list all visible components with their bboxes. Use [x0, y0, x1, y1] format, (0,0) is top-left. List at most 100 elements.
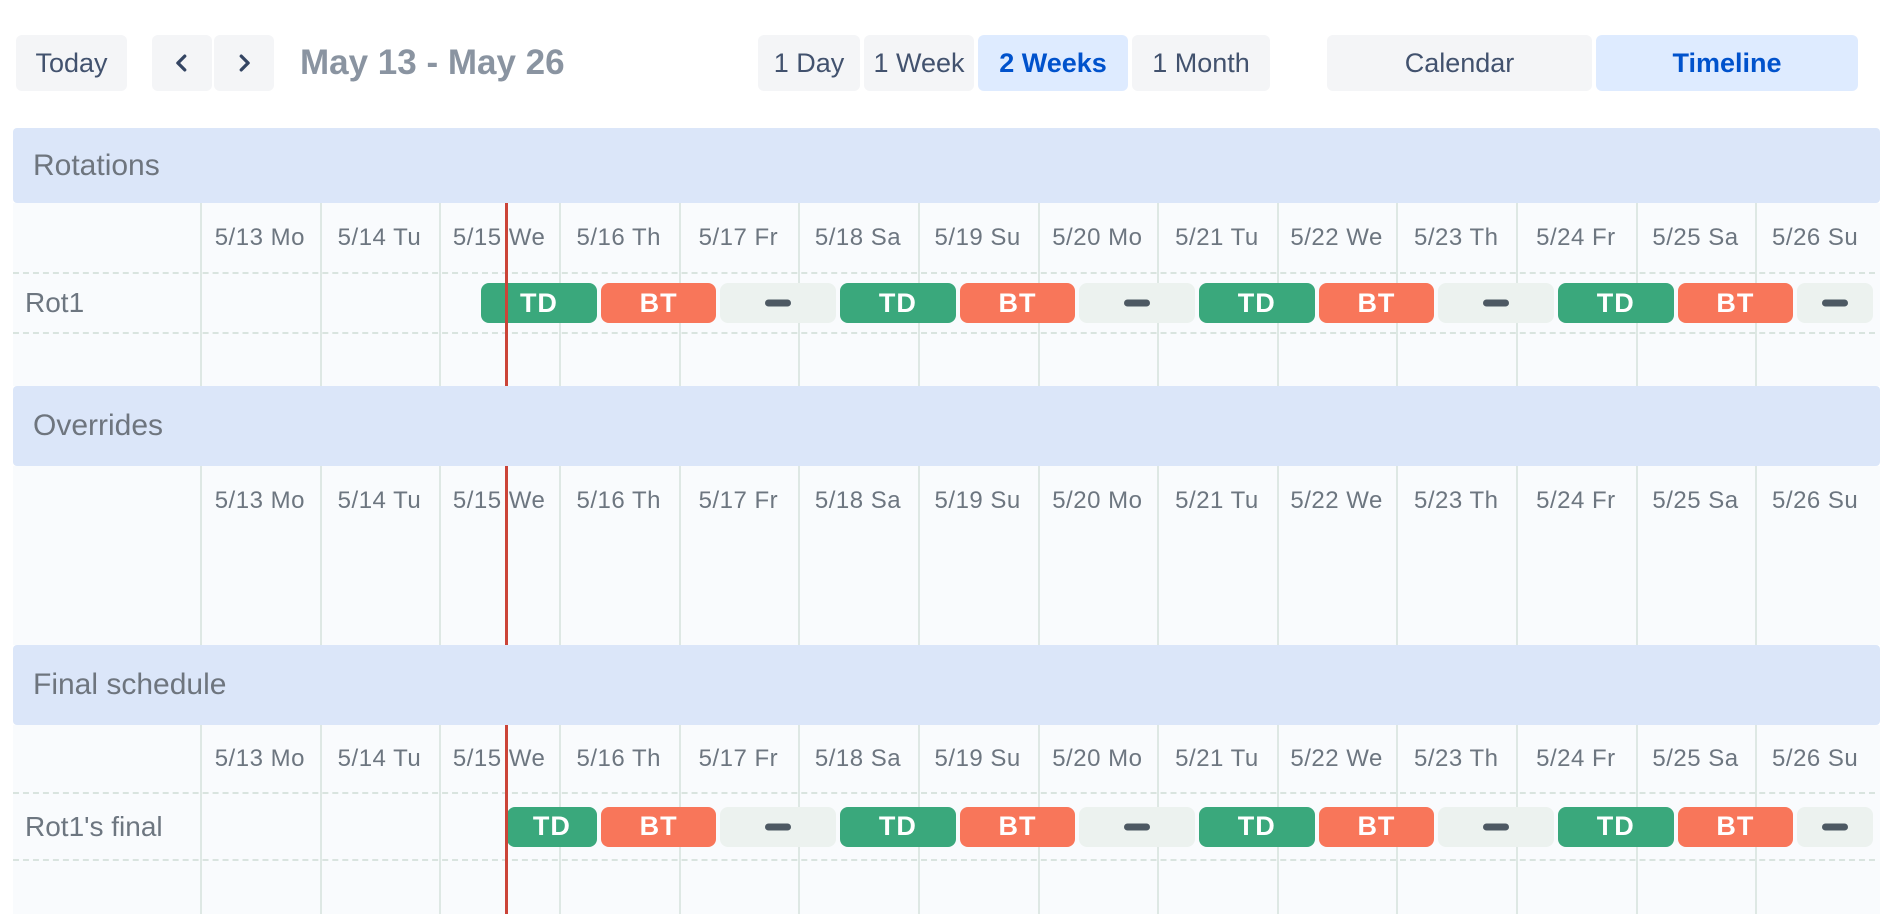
date-cell-5-22-we: 5/22 We	[1290, 224, 1383, 251]
grid-line	[1037, 466, 1040, 645]
date-cell-5-15-we: 5/15 We	[452, 224, 546, 251]
date-cell-5-15-we: 5/15 We	[452, 487, 546, 514]
view-switcher: 1 Day 1 Week 2 Weeks 1 Month	[758, 35, 1270, 91]
date-cell-5-21-tu: 5/21 Tu	[1175, 224, 1259, 251]
grid-line	[558, 466, 561, 645]
gap-track	[1438, 806, 1554, 847]
date-cell-5-19-su: 5/19 Su	[934, 487, 1021, 514]
grid-line	[1516, 466, 1519, 645]
section-header-rotations: Rotations	[13, 128, 1880, 203]
date-cell-5-23-th: 5/23 Th	[1414, 745, 1499, 772]
date-cell-5-26-su: 5/26 Su	[1772, 487, 1859, 514]
date-cell-5-26-su: 5/26 Su	[1772, 745, 1859, 772]
shift-bar-bt[interactable]: BT	[1318, 806, 1435, 847]
grid-line	[200, 203, 202, 386]
grid-line	[1276, 466, 1279, 645]
section-title: Final schedule	[33, 668, 227, 701]
date-cell-5-16-th: 5/16 Th	[576, 745, 661, 772]
date-cell-5-16-th: 5/16 Th	[576, 487, 661, 514]
prev-button[interactable]	[152, 35, 212, 91]
shift-bar-td[interactable]: TD	[1557, 283, 1674, 323]
gap-track	[1797, 283, 1873, 323]
shift-bar-bt[interactable]: BT	[1677, 806, 1794, 847]
date-cell-5-23-th: 5/23 Th	[1414, 224, 1499, 251]
gap-dash-icon	[1483, 823, 1510, 830]
view-option-1-day[interactable]: 1 Day	[758, 35, 860, 91]
date-cell-5-20-mo: 5/20 Mo	[1052, 224, 1143, 251]
shift-bar-bt[interactable]: BT	[959, 806, 1076, 847]
shift-bar-bt[interactable]: BT	[959, 283, 1076, 323]
date-cell-5-25-sa: 5/25 Sa	[1652, 487, 1739, 514]
date-cell-5-24-fr: 5/24 Fr	[1536, 745, 1616, 772]
section-header-final-schedule: Final schedule	[13, 645, 1880, 725]
date-cell-5-14-tu: 5/14 Tu	[337, 745, 422, 772]
grid-line	[439, 725, 442, 914]
shift-bar-td[interactable]: TD	[481, 283, 597, 323]
date-cell-5-21-tu: 5/21 Tu	[1175, 487, 1259, 514]
date-cell-5-13-mo: 5/13 Mo	[214, 224, 305, 251]
date-cell-5-13-mo: 5/13 Mo	[214, 745, 305, 772]
grid-line	[1157, 466, 1160, 645]
row-divider	[13, 792, 1875, 794]
now-indicator-line	[505, 725, 509, 914]
row-divider	[13, 859, 1875, 861]
shift-bar-bt[interactable]: BT	[600, 806, 717, 847]
grid-line	[319, 466, 322, 645]
row-divider	[13, 332, 1875, 334]
grid-line	[917, 466, 920, 645]
date-cell-5-18-sa: 5/18 Sa	[814, 224, 902, 251]
date-cell-5-17-fr: 5/17 Fr	[698, 745, 779, 772]
gap-dash-icon	[1124, 823, 1151, 830]
view-option-1-week[interactable]: 1 Week	[864, 35, 974, 91]
next-button[interactable]	[214, 35, 274, 91]
shift-bar-td[interactable]: TD	[1198, 283, 1315, 323]
mode-switcher: Calendar Timeline	[1327, 35, 1858, 91]
gap-dash-icon	[1822, 823, 1849, 830]
grid-line	[319, 203, 322, 386]
date-cell-5-18-sa: 5/18 Sa	[814, 487, 902, 514]
grid-line	[1755, 466, 1758, 645]
gap-dash-icon	[1124, 299, 1151, 307]
date-cell-5-23-th: 5/23 Th	[1414, 487, 1499, 514]
gap-track	[720, 283, 837, 323]
date-cell-5-14-tu: 5/14 Tu	[337, 224, 422, 251]
row-label-rot1: Rot1	[25, 287, 85, 318]
mode-option-calendar[interactable]: Calendar	[1327, 35, 1592, 91]
shift-bar-td[interactable]: TD	[840, 283, 956, 323]
date-cell-5-20-mo: 5/20 Mo	[1052, 487, 1143, 514]
grid-line	[678, 466, 681, 645]
row-label-rot1-s-final: Rot1's final	[25, 810, 163, 842]
shift-bar-bt[interactable]: BT	[1677, 283, 1794, 323]
shift-bar-td[interactable]: TD	[1557, 806, 1674, 847]
section-header-overrides: Overrides	[13, 386, 1880, 466]
row-divider	[13, 272, 1875, 274]
date-cell-5-24-fr: 5/24 Fr	[1536, 224, 1616, 251]
gap-track	[1438, 283, 1554, 323]
view-option-1-month[interactable]: 1 Month	[1132, 35, 1270, 91]
gap-dash-icon	[765, 823, 792, 830]
date-cell-5-24-fr: 5/24 Fr	[1536, 487, 1616, 514]
gap-dash-icon	[765, 299, 792, 307]
gap-track	[1079, 283, 1195, 323]
mode-option-timeline[interactable]: Timeline	[1596, 35, 1858, 91]
section-body-rotations: 5/13 Mo 5/14 Tu 5/15 We 5/16 Th 5/17 Fr 5/18 …	[13, 203, 1880, 386]
shift-bar-bt[interactable]: BT	[1318, 283, 1435, 323]
shift-bar-td[interactable]: TD	[507, 806, 597, 847]
shift-bar-td[interactable]: TD	[1198, 806, 1315, 847]
gap-track	[1797, 806, 1873, 847]
section-title: Overrides	[33, 409, 164, 442]
timeline-panel: Rotations 5/13 Mo 5/14 Tu 5/15 We 5/16 Th 5/1…	[13, 128, 1880, 914]
date-cell-5-25-sa: 5/25 Sa	[1652, 745, 1739, 772]
shift-bar-bt[interactable]: BT	[600, 283, 717, 323]
date-cell-5-21-tu: 5/21 Tu	[1175, 745, 1259, 772]
shift-bar-td[interactable]: TD	[840, 806, 956, 847]
date-cell-5-13-mo: 5/13 Mo	[214, 487, 305, 514]
date-cell-5-25-sa: 5/25 Sa	[1652, 224, 1739, 251]
grid-line	[798, 466, 801, 645]
gap-dash-icon	[1483, 299, 1510, 307]
today-button[interactable]: Today	[16, 35, 127, 91]
section-title: Rotations	[33, 148, 160, 182]
grid-line	[1396, 466, 1399, 645]
view-option-2-weeks[interactable]: 2 Weeks	[978, 35, 1128, 91]
now-indicator-line	[505, 203, 509, 386]
